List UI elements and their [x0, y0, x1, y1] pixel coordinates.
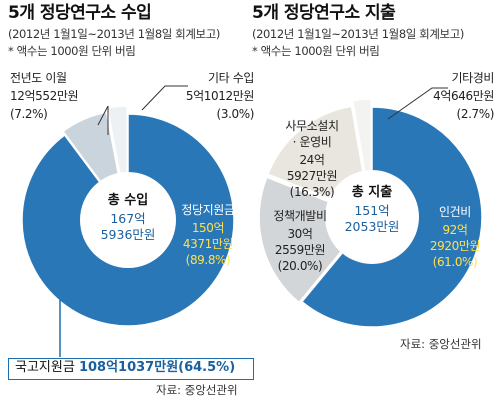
- income-total-title: 총 수입: [107, 193, 149, 208]
- expense-labor-line2: 2920만원: [429, 239, 481, 253]
- expense-office-label-1: 사무소설치: [285, 119, 339, 133]
- expense-labor-label: 인건비: [439, 205, 471, 219]
- expense-etc-amount: 4억646만원: [433, 89, 494, 103]
- expense-period: (2012년 1월1일~2013년 1월8일 회계보고): [252, 27, 464, 41]
- expense-total-line1: 151억: [354, 203, 390, 218]
- expense-policy-label: 정책개발비: [273, 209, 327, 223]
- expense-policy-line1: 30억: [287, 227, 313, 241]
- expense-etc-percent: (2.7%): [456, 107, 495, 121]
- income-total-line2: 5936만원: [100, 227, 156, 242]
- expense-total-title: 총 지출: [351, 185, 393, 200]
- expense-title: 5개 정당연구소 지출: [252, 3, 396, 23]
- national-subsidy-label: 국고지원금: [15, 360, 75, 375]
- leader-line-prev-2: [97, 105, 109, 126]
- income-prev-amount: 12억552만원: [10, 89, 79, 103]
- income-party-line2: 4371만원: [182, 237, 234, 251]
- expense-policy-line2: 2559만원: [274, 243, 326, 257]
- income-period: (2012년 1월1일~2013년 1월8일 회계보고): [8, 27, 220, 41]
- expense-office-line1: 24억: [299, 153, 325, 167]
- national-subsidy-callout: 국고지원금 108억1037만원(64.5%): [8, 358, 254, 380]
- income-title: 5개 정당연구소 수입: [8, 3, 152, 23]
- expense-office-percent: (16.3%): [289, 185, 335, 199]
- income-party-percent: (89.8%): [185, 253, 231, 267]
- expense-labor-percent: (61.0%): [432, 255, 478, 269]
- leader-line-etc-expense: [387, 87, 448, 120]
- expense-office-line2: 5927만원: [286, 169, 338, 183]
- expense-office-label-2: · 운영비: [292, 135, 332, 149]
- income-prev-label: 전년도 이월: [10, 71, 67, 85]
- leader-line-etc-income: [141, 85, 188, 111]
- income-etc-amount: 5억1012만원: [185, 89, 255, 103]
- expense-pie-center: [325, 170, 419, 264]
- national-subsidy-value: 108억1037만원(64.5%): [78, 360, 236, 375]
- income-note: * 액수는 1000원 단위 버림: [8, 44, 136, 58]
- income-source: 자료: 중앙선관위: [156, 383, 238, 397]
- expense-policy-percent: (20.0%): [277, 259, 323, 273]
- income-etc-label: 기타 수입: [208, 71, 254, 85]
- income-party-label: 정당지원금: [181, 203, 235, 217]
- income-pie-center: [80, 172, 176, 268]
- expense-source: 자료: 중앙선관위: [400, 337, 482, 351]
- expense-etc-label: 기타경비: [451, 71, 494, 85]
- expense-total-line2: 2053만원: [344, 219, 400, 234]
- expense-labor-line1: 92억: [442, 223, 468, 237]
- income-etc-percent: (3.0%): [216, 107, 255, 121]
- income-total-line1: 167억: [110, 211, 146, 226]
- income-prev-percent: (7.2%): [10, 107, 48, 121]
- expense-note: * 액수는 1000원 단위 버림: [252, 44, 380, 58]
- income-party-line1: 150억: [191, 221, 225, 235]
